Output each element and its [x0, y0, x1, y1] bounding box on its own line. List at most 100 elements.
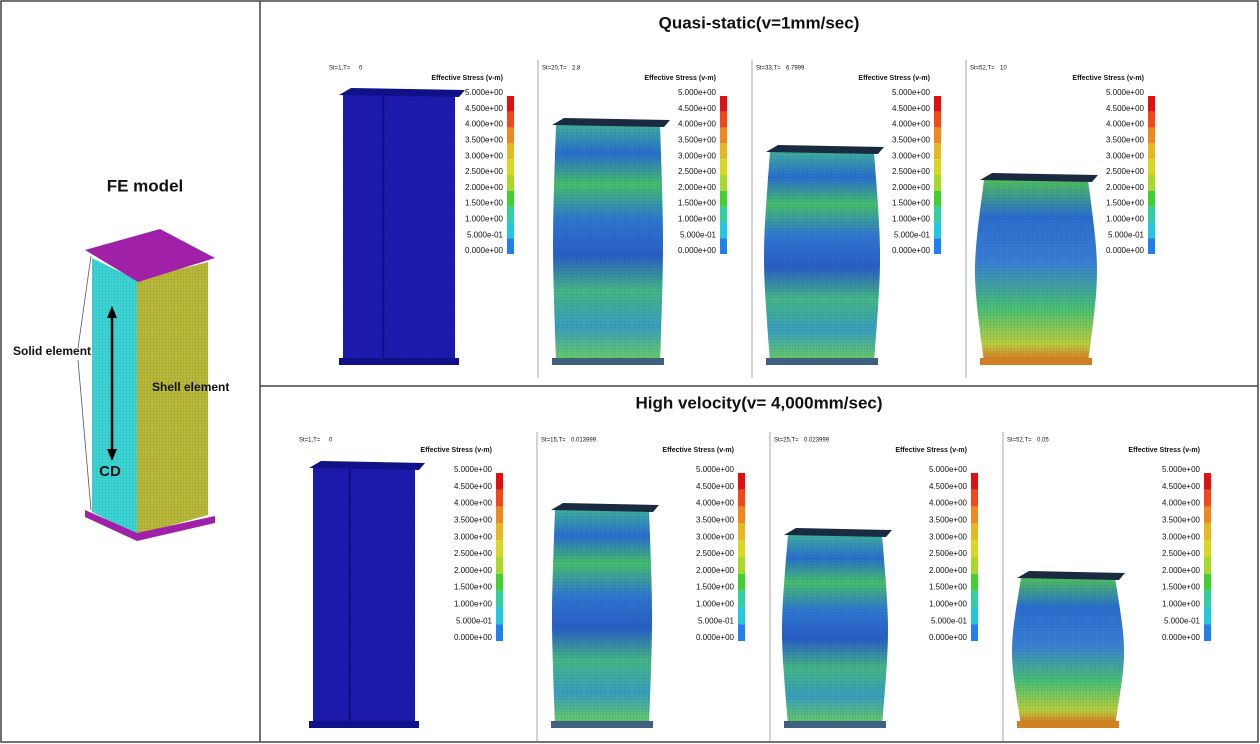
legend-value: 1.500e+00 — [1162, 583, 1201, 592]
legend-value: 3.500e+00 — [696, 516, 735, 525]
legend-swatch — [1204, 523, 1211, 541]
legend-swatch — [507, 222, 514, 239]
legend-swatch — [738, 607, 745, 625]
legend-value: 2.000e+00 — [929, 566, 968, 575]
legend-swatch — [1148, 222, 1155, 239]
legend-swatch — [971, 473, 978, 490]
column-mesh — [313, 468, 415, 725]
legend-value: 1.000e+00 — [929, 600, 968, 609]
legend-swatch — [496, 489, 503, 507]
legend-title: Effective Stress (v-m) — [858, 75, 930, 82]
column-side — [382, 95, 385, 362]
legend-value: 2.000e+00 — [696, 566, 735, 575]
legend-value: 2.000e+00 — [1162, 566, 1201, 575]
legend-swatch — [738, 506, 745, 524]
legend-title: Effective Stress (v-m) — [1128, 447, 1200, 454]
time-label: 6.7999 — [786, 66, 805, 72]
legend-swatch — [738, 590, 745, 608]
row-title: High velocity(v= 4,000mm/sec) — [635, 393, 882, 412]
legend-value: 5.000e+00 — [1106, 88, 1145, 97]
state-label: St=1,T= — [299, 438, 321, 444]
legend-value: 0.000e+00 — [678, 246, 717, 255]
model-title: FE model — [107, 176, 184, 195]
legend-swatch — [934, 127, 941, 144]
legend-swatch — [738, 557, 745, 574]
legend-swatch — [971, 607, 978, 625]
legend-swatch — [720, 143, 727, 160]
legend-swatch — [1148, 159, 1155, 175]
legend-swatch — [1148, 111, 1155, 128]
top-plate — [784, 528, 892, 537]
state-label: St=15,T= — [541, 438, 566, 444]
legend-value: 1.500e+00 — [1106, 199, 1145, 208]
legend-swatch — [720, 190, 727, 207]
legend-swatch — [507, 206, 514, 223]
bottom-plate — [1017, 721, 1119, 728]
column-mesh — [975, 180, 1097, 362]
legend-value: 4.500e+00 — [929, 482, 968, 491]
legend-swatch — [720, 175, 727, 191]
legend-value: 1.000e+00 — [1162, 600, 1201, 609]
panel: St=1,T= 0 Effective Stress (v-m) 5.000e+00 4… — [299, 438, 503, 728]
column-mesh — [782, 535, 888, 725]
legend-swatch — [971, 489, 978, 507]
legend-value: 1.000e+00 — [696, 600, 735, 609]
bottom-plate — [980, 358, 1092, 365]
legend-swatch — [934, 175, 941, 191]
legend-value: 2.500e+00 — [1106, 167, 1145, 176]
legend-swatch — [496, 607, 503, 625]
legend-value: 5.000e-01 — [698, 616, 735, 625]
legend-value: 1.500e+00 — [929, 583, 968, 592]
legend-value: 5.000e-01 — [467, 230, 504, 239]
legend-value: 1.500e+00 — [892, 199, 931, 208]
bottom-plate — [309, 721, 419, 728]
legend-value: 2.000e+00 — [1106, 183, 1145, 192]
legend-value: 4.500e+00 — [1162, 482, 1201, 491]
legend-value: 5.000e+00 — [1162, 465, 1201, 474]
legend-value: 4.000e+00 — [929, 499, 968, 508]
legend-swatch — [1148, 127, 1155, 144]
legend-value: 5.000e+00 — [465, 88, 504, 97]
legend-swatch — [934, 111, 941, 128]
legend-value: 4.000e+00 — [454, 499, 493, 508]
legend-value: 5.000e-01 — [1108, 230, 1145, 239]
legend-value: 2.500e+00 — [892, 167, 931, 176]
legend-swatch — [507, 111, 514, 128]
legend-swatch — [934, 96, 941, 112]
legend-value: 4.000e+00 — [678, 120, 717, 129]
state-label: St=52,T= — [1007, 438, 1032, 444]
legend-swatch — [496, 624, 503, 641]
state-label: St=25,T= — [774, 438, 799, 444]
column-mesh — [552, 510, 652, 725]
state-label: St=20,T= — [542, 66, 567, 72]
legend-value: 1.000e+00 — [1106, 215, 1145, 224]
arrow-head — [107, 449, 117, 461]
legend-swatch — [1148, 96, 1155, 112]
panel: St=15,T= 0.013999 Effective Stress (v-m) 5.… — [536, 432, 745, 741]
legend-swatch — [1148, 175, 1155, 191]
legend-value: 0.000e+00 — [892, 246, 931, 255]
legend-swatch — [1148, 143, 1155, 160]
legend-value: 2.500e+00 — [678, 167, 717, 176]
panel: St=1,T= 0 Effective Stress (v-m) 5.000e+00 4… — [329, 66, 514, 365]
legend-value: 2.000e+00 — [465, 183, 504, 192]
legend-value: 2.500e+00 — [1162, 549, 1201, 558]
legend-value: 3.000e+00 — [1106, 151, 1145, 160]
bottom-plate — [551, 721, 653, 728]
legend-swatch — [496, 590, 503, 608]
legend-swatch — [720, 159, 727, 175]
legend-swatch — [971, 573, 978, 591]
legend-value: 2.500e+00 — [696, 549, 735, 558]
panel: St=25,T= 0.023999 Effective Stress (v-m) 5.… — [769, 432, 978, 741]
legend-swatch — [720, 238, 727, 254]
legend-value: 0.000e+00 — [465, 246, 504, 255]
legend-swatch — [738, 540, 745, 557]
legend-swatch — [738, 573, 745, 591]
legend-swatch — [507, 127, 514, 144]
fe-model: FE model CD Solid element Shell element — [13, 176, 229, 541]
panel: St=52,T= 10 Effective Stress (v-m) 5.000e+0… — [965, 60, 1155, 378]
legend-value: 3.500e+00 — [678, 136, 717, 145]
legend-swatch — [496, 540, 503, 557]
legend-value: 2.500e+00 — [929, 549, 968, 558]
legend-value: 4.500e+00 — [678, 104, 717, 113]
